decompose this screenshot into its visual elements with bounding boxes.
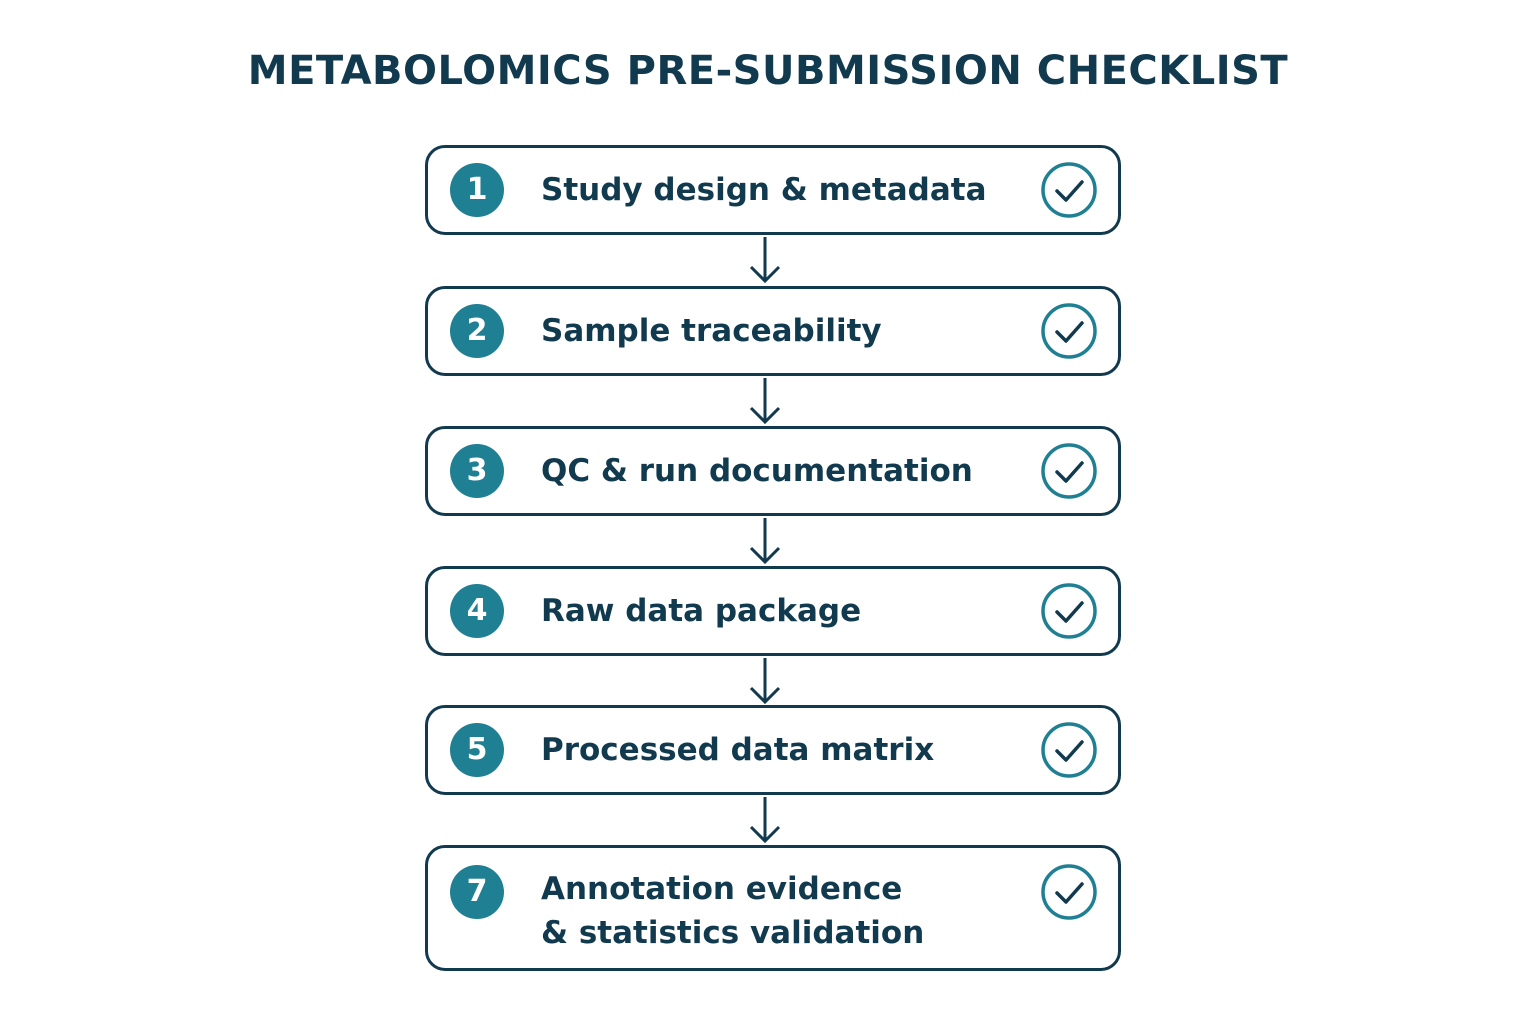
check-circle-icon xyxy=(1041,162,1097,218)
arrow-down-icon xyxy=(749,518,781,565)
arrow-down-icon xyxy=(749,237,781,284)
step-label: Raw data package xyxy=(541,589,861,633)
page-title: METABOLOMICS PRE-SUBMISSION CHECKLIST xyxy=(247,48,1289,94)
check-circle-icon xyxy=(1041,864,1097,920)
step-label: Processed data matrix xyxy=(541,728,934,772)
check-circle-icon xyxy=(1041,722,1097,778)
check-circle-icon xyxy=(1041,443,1097,499)
step-4-box: 4 Raw data package xyxy=(425,566,1121,656)
step-label-line: & statistics validation xyxy=(541,915,925,951)
step-label-line: QC & run documentation xyxy=(541,453,973,489)
arrow-down-icon xyxy=(749,797,781,844)
step-label: Sample traceability xyxy=(541,309,882,353)
check-circle-icon xyxy=(1041,583,1097,639)
step-number-badge: 5 xyxy=(450,723,504,777)
arrow-down-icon xyxy=(749,378,781,425)
step-label: Study design & metadata xyxy=(541,168,987,212)
step-label-line: Raw data package xyxy=(541,593,862,629)
step-number-badge: 4 xyxy=(450,584,504,638)
step-label: QC & run documentation xyxy=(541,449,973,493)
step-number-badge: 3 xyxy=(450,444,504,498)
step-7-box: 7 Annotation evidence & statistics valid… xyxy=(425,845,1121,971)
arrow-down-icon xyxy=(749,658,781,705)
step-number-badge: 2 xyxy=(450,304,504,358)
check-circle-icon xyxy=(1041,303,1097,359)
step-5-box: 5 Processed data matrix xyxy=(425,705,1121,795)
step-number-badge: 1 xyxy=(450,163,504,217)
step-label: Annotation evidence & statistics validat… xyxy=(541,867,924,955)
step-label-line: Annotation evidence xyxy=(541,871,903,907)
step-label-line: Processed data matrix xyxy=(541,732,935,768)
step-label-line: Sample traceability xyxy=(541,313,882,349)
step-1-box: 1 Study design & metadata xyxy=(425,145,1121,235)
step-label-line: Study design & metadata xyxy=(541,172,987,208)
step-number-badge: 7 xyxy=(450,865,504,919)
step-3-box: 3 QC & run documentation xyxy=(425,426,1121,516)
step-2-box: 2 Sample traceability xyxy=(425,286,1121,376)
